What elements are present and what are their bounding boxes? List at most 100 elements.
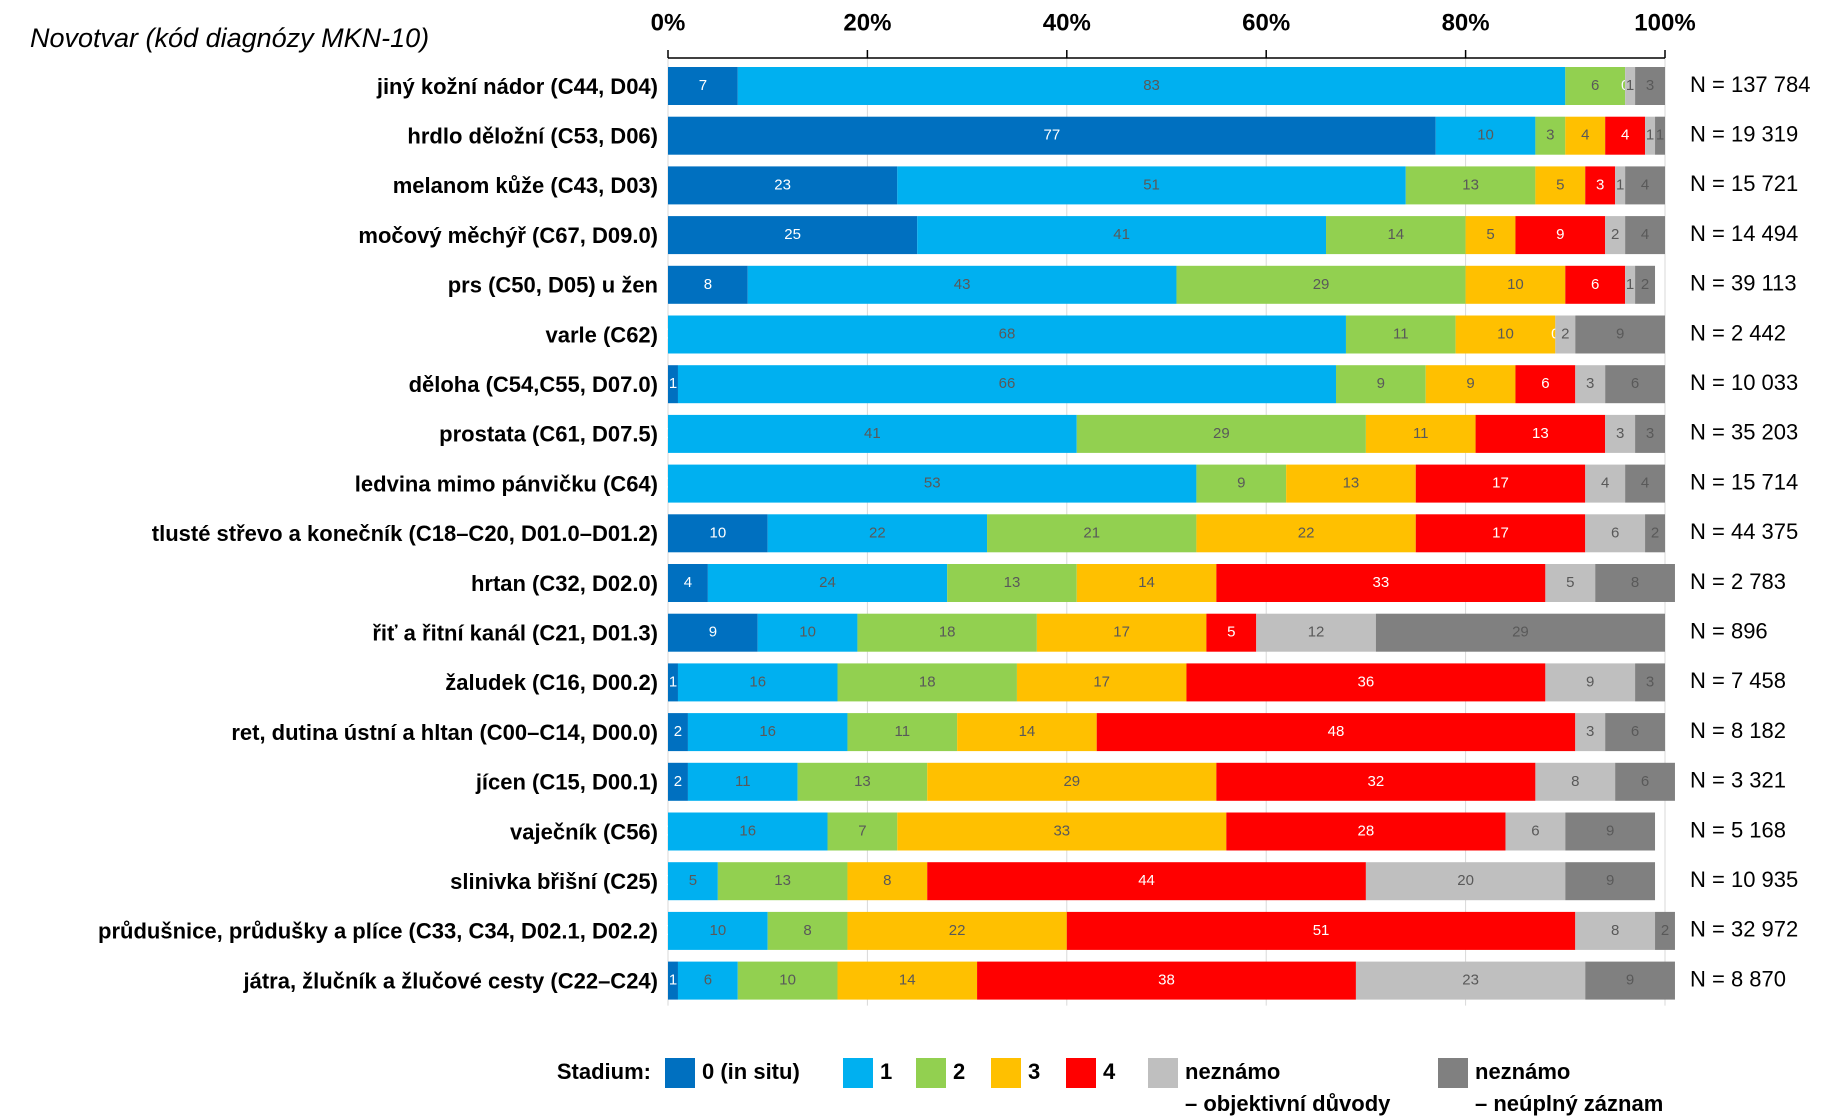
value-label: 2 [674, 723, 682, 740]
value-label: 7 [699, 77, 707, 94]
x-tick-label: 20% [843, 9, 891, 36]
value-label: 9 [709, 624, 717, 641]
bar-segment [677, 365, 1336, 404]
value-label: 14 [1138, 574, 1155, 591]
value-label: 11 [735, 773, 751, 790]
x-tick-label: 60% [1242, 9, 1290, 36]
bar-segment [1186, 663, 1546, 702]
value-label: 18 [939, 624, 956, 641]
bar-segment [1326, 216, 1466, 255]
bar-segment [668, 464, 1197, 503]
value-label: 43 [954, 276, 971, 293]
value-label: 6 [1631, 723, 1639, 740]
value-label: 10 [710, 524, 727, 541]
value-label: 66 [999, 375, 1016, 392]
bar-segment [737, 961, 838, 1000]
bar-segment [1016, 663, 1187, 702]
bar-segment [1545, 663, 1636, 702]
value-label: 5 [1486, 226, 1494, 243]
bar-segment [757, 613, 858, 652]
bar-segment [668, 613, 758, 652]
bar-segment [1635, 67, 1665, 105]
bar-segment [1565, 812, 1656, 851]
value-label: 68 [999, 325, 1016, 342]
value-label: 22 [869, 524, 886, 541]
bar-segment [767, 911, 848, 950]
value-label: 32 [1368, 773, 1385, 790]
bar-segment [1425, 365, 1516, 404]
bar-segment [668, 961, 678, 1000]
bar-segment [668, 862, 718, 901]
value-label: 3 [1646, 425, 1654, 442]
legend-swatch [916, 1058, 946, 1088]
bar-segment [797, 762, 928, 801]
value-label: 7 [858, 822, 866, 839]
value-label: 1 [669, 972, 677, 989]
bar-segment [707, 564, 948, 602]
legend-label: 2 [953, 1059, 965, 1084]
n-label: N = 5 168 [1690, 817, 1786, 842]
value-label: 33 [1053, 822, 1070, 839]
value-label: 5 [689, 872, 697, 889]
bar-segment [947, 564, 1077, 602]
value-label: 16 [739, 822, 756, 839]
legend-label: neznámo – neúplný záznam [1475, 1059, 1663, 1116]
n-label: N = 14 494 [1690, 221, 1798, 246]
value-label: 16 [749, 673, 766, 690]
bar-segment [1435, 116, 1536, 155]
value-label: 14 [899, 972, 916, 989]
value-label: 6 [1541, 375, 1549, 392]
bar-segment [957, 713, 1097, 752]
bar-segment [1066, 911, 1576, 950]
value-label: 8 [704, 276, 712, 293]
bar-segment [1226, 812, 1506, 851]
value-label: 17 [1093, 673, 1110, 690]
bar-segment [1076, 414, 1366, 453]
value-label: 8 [1571, 773, 1579, 790]
legend-swatch [1148, 1058, 1178, 1088]
bar-segment [857, 613, 1037, 652]
bar-segment [1196, 464, 1287, 503]
bar-segment [668, 663, 678, 702]
value-label: 8 [1611, 922, 1619, 939]
bar-segment [737, 67, 1566, 105]
bar-segment [1565, 116, 1606, 155]
value-label: 1 [1646, 127, 1654, 144]
value-label: 21 [1083, 524, 1100, 541]
category-label: tlusté střevo a konečník (C18–C20, D01.0… [152, 521, 658, 546]
value-label: 13 [1343, 475, 1360, 492]
value-label: 9 [1237, 475, 1245, 492]
legend-swatch [1438, 1058, 1468, 1088]
bar-segment [1096, 713, 1576, 752]
value-label: 20 [1457, 872, 1474, 889]
value-label: 14 [1019, 723, 1036, 740]
value-label: 9 [1606, 822, 1614, 839]
n-label: N = 39 113 [1690, 271, 1797, 296]
bar-segment [1216, 564, 1546, 602]
bar-segment [1585, 961, 1675, 1000]
bar-segment [1605, 116, 1646, 155]
value-label: 29 [1063, 773, 1080, 790]
value-label: 3 [1596, 176, 1604, 193]
bar-segment [837, 961, 978, 1000]
bar-segment [668, 911, 768, 950]
legend-label: neznámo – objektivní důvody [1185, 1059, 1391, 1116]
value-label: 44 [1138, 872, 1155, 889]
bar-segment [668, 315, 1346, 354]
value-label: 10 [1507, 276, 1524, 293]
value-label: 1 [669, 673, 677, 690]
value-label: 4 [1641, 475, 1649, 492]
value-label: 2 [1651, 524, 1659, 541]
bar-segment [668, 216, 918, 255]
bar-segment [987, 514, 1197, 553]
value-label: 13 [1004, 574, 1021, 591]
value-label: 11 [895, 723, 911, 740]
value-label: 6 [704, 972, 712, 989]
bar-segment [1575, 911, 1656, 950]
category-label: děloha (C54,C55, D07.0) [409, 372, 658, 397]
bar-segment [1645, 514, 1665, 553]
value-label: 4 [1581, 127, 1589, 144]
bar-segment [1535, 166, 1586, 205]
category-label: jícen (C15, D00.1) [475, 770, 658, 795]
